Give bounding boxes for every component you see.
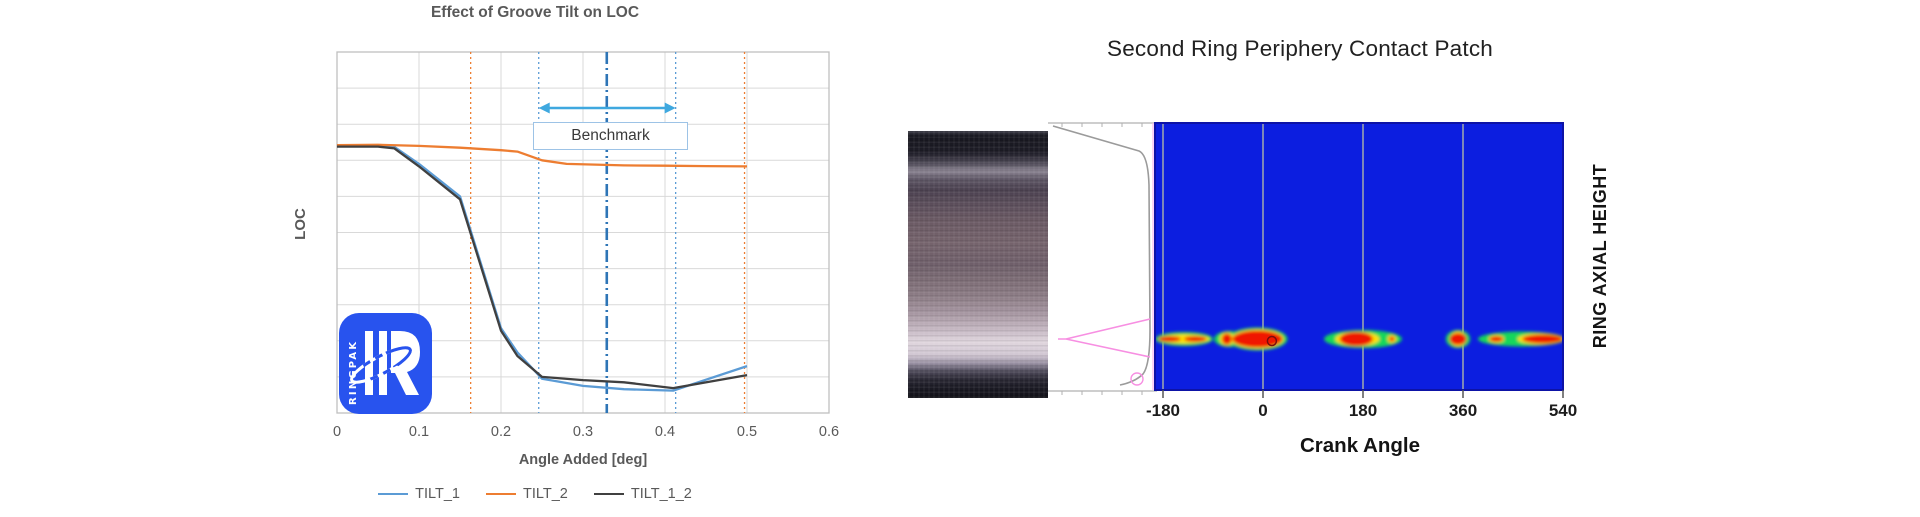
left-chart-title: Effect of Groove Tilt on LOC — [430, 4, 640, 21]
crank-angle-tick-label: 360 — [1448, 401, 1478, 420]
crank-angle-tick-label: -180 — [1145, 401, 1181, 420]
right-chart-y-axis-label: RING AXIAL HEIGHT — [1590, 163, 1610, 349]
legend-item-TILT_1: TILT_1 — [378, 486, 460, 502]
crank-angle-tick-label: 540 — [1548, 401, 1578, 420]
right-chart-title: Second Ring Periphery Contact Patch — [1107, 36, 1493, 61]
legend-swatch — [486, 493, 516, 495]
contact-pressure-curve — [1058, 123, 1154, 390]
contact-patch-heatmap — [1154, 122, 1564, 398]
logo-r-glyph — [365, 331, 420, 395]
heatmap-gridlines — [1162, 123, 1464, 390]
series-TILT_1_2 — [337, 145, 748, 390]
logo-background — [339, 313, 432, 414]
benchmark-annotation-box: Benchmark — [533, 122, 688, 150]
legend-swatch — [593, 493, 624, 495]
legend-item-TILT_1_2: TILT_1_2 — [593, 486, 692, 502]
crank-angle-tick-label: 180 — [1348, 401, 1378, 420]
contact-marker-circle — [1266, 335, 1278, 347]
heatmap-background — [1155, 123, 1563, 390]
legend-item-TILT_2: TILT_2 — [486, 486, 568, 502]
series-TILT_1 — [337, 143, 748, 392]
crank-angle-tick-label: 0 — [1258, 401, 1268, 420]
contact-patch-blobs — [1155, 327, 1563, 351]
logo-swoosh-blue — [350, 346, 412, 384]
legend-label: TILT_1 — [415, 486, 460, 502]
left-chart-plot-border — [336, 51, 830, 414]
ring-surface-photo — [908, 131, 1048, 398]
x-tick-label: 0.2 — [490, 424, 512, 440]
x-tick-label: 0.1 — [408, 424, 430, 440]
legend-swatch — [378, 493, 409, 495]
heatmap-border — [1154, 122, 1564, 391]
groove-tilt-line-chart — [336, 51, 830, 414]
x-tick-label: 0 — [332, 424, 342, 440]
left-chart-x-axis-label: Angle Added [deg] — [518, 452, 648, 468]
ring-profile-panel — [1048, 122, 1157, 395]
x-tick-label: 0.4 — [654, 424, 676, 440]
right-chart-x-axis-label: Crank Angle — [1300, 434, 1420, 457]
ring-face-profile-curve — [1052, 125, 1151, 386]
heatmap-tick-marks — [1162, 390, 1564, 398]
reference-lines — [470, 52, 746, 413]
benchmark-range-arrow — [538, 102, 676, 114]
ringpak-logo: RINGPAK — [339, 313, 432, 414]
x-tick-label: 0.6 — [818, 424, 840, 440]
legend-label: TILT_1_2 — [630, 486, 692, 502]
left-chart-gridlines — [337, 52, 829, 413]
x-tick-label: 0.3 — [572, 424, 594, 440]
left-chart-legend: TILT_1 TILT_2 TILT_1_2 — [255, 486, 815, 502]
left-chart-y-axis-label: LOC — [292, 208, 309, 240]
logo-swoosh-white — [350, 346, 412, 384]
legend-label: TILT_2 — [523, 486, 568, 502]
logo-wordmark: RINGPAK — [348, 340, 359, 405]
x-tick-label: 0.5 — [736, 424, 758, 440]
